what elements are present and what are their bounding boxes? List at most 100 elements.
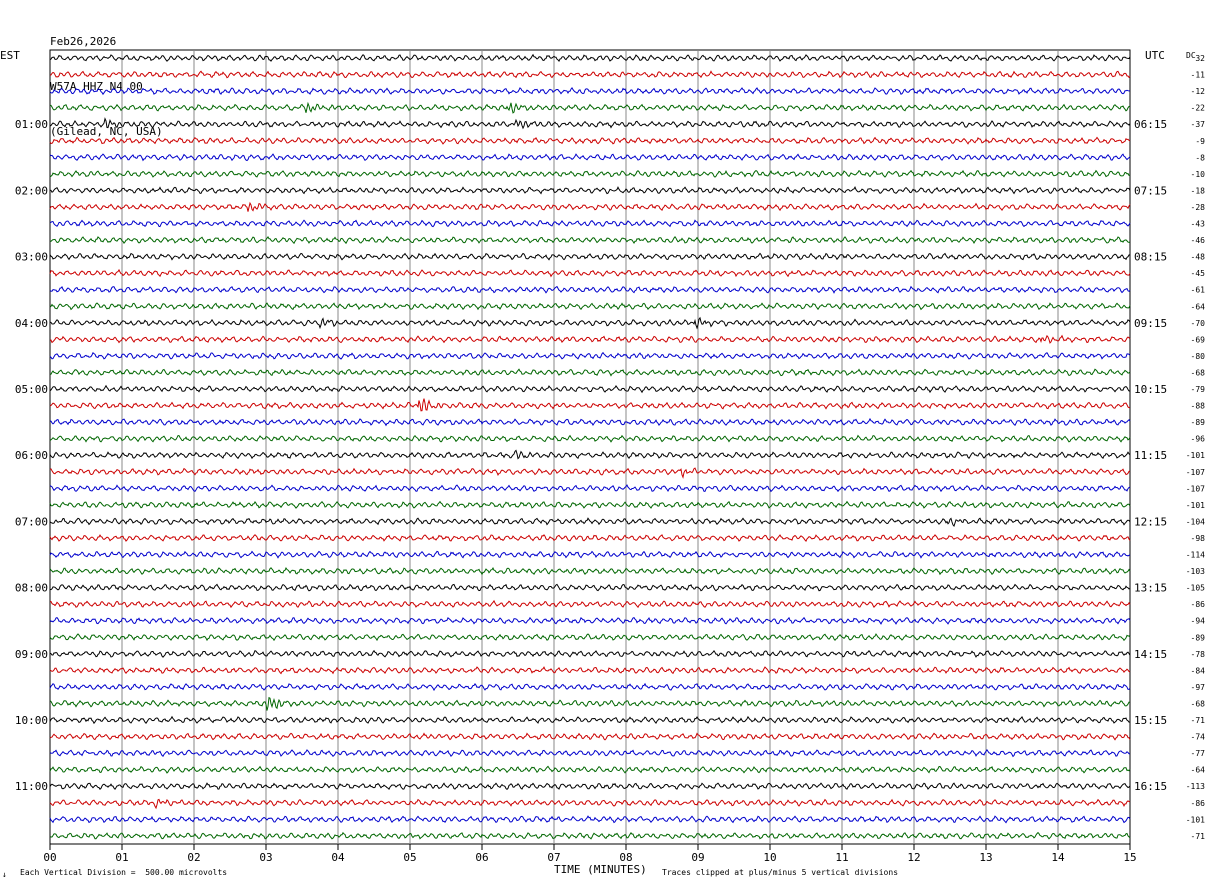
trace-row-30 [49, 550, 1131, 559]
trace-row-23 [49, 434, 1131, 443]
dc-offset-label: -84 [1191, 666, 1206, 675]
dc-offset-label: -101 [1186, 501, 1205, 510]
dc-offset-label: -97 [1191, 683, 1206, 692]
trace-row-16 [49, 316, 1131, 330]
trace-row-6 [49, 153, 1131, 162]
trace-row-1 [49, 70, 1131, 79]
trace-row-20 [49, 384, 1131, 394]
x-tick-label: 02 [187, 851, 200, 864]
trace-row-11 [49, 235, 1131, 245]
est-hour-label: 05:00 [15, 383, 48, 396]
dc-offset-label: -94 [1191, 617, 1206, 626]
utc-hour-label: 06:15 [1134, 118, 1167, 131]
trace-row-3 [49, 101, 1131, 114]
dc-offset-label: -71 [1191, 716, 1206, 725]
utc-hour-label: 10:15 [1134, 383, 1167, 396]
trace-row-22 [49, 417, 1131, 427]
dc-offset-label: -11 [1191, 71, 1206, 80]
dc-offset-label: -28 [1191, 203, 1206, 212]
dc-offset-label: -101 [1186, 451, 1205, 460]
dc-offset-label: -86 [1191, 799, 1206, 808]
x-tick-label: 06 [475, 851, 488, 864]
trace-row-42 [49, 749, 1131, 758]
trace-row-34 [49, 616, 1131, 625]
dc-offset-label: -45 [1191, 269, 1206, 278]
dc-offset-label: -22 [1191, 104, 1206, 113]
dc-offset-label: -10 [1191, 170, 1206, 179]
trace-row-43 [49, 765, 1131, 774]
trace-row-29 [49, 534, 1131, 542]
dc-offset-label: -113 [1186, 782, 1205, 791]
trace-row-18 [49, 351, 1131, 360]
dc-offset-label: 32 [1195, 54, 1205, 63]
footer-arrow-mark: ↓ [2, 870, 7, 879]
trace-row-17 [49, 334, 1131, 344]
dc-offset-label: -70 [1191, 319, 1206, 328]
trace-row-12 [49, 252, 1131, 261]
dc-offset-label: -80 [1191, 352, 1206, 361]
dc-offset-label: -8 [1195, 153, 1205, 162]
x-tick-label: 13 [979, 851, 992, 864]
clipping-note: Traces clipped at plus/minus 5 vertical … [662, 868, 899, 877]
dc-offset-label: -105 [1186, 584, 1205, 593]
trace-row-28 [49, 517, 1131, 527]
dc-offset-label: -68 [1191, 368, 1206, 377]
est-hour-label: 01:00 [15, 118, 48, 131]
plot-frame [49, 49, 1131, 845]
dc-offset-label: -71 [1191, 832, 1206, 841]
trace-row-31 [49, 566, 1131, 576]
trace-row-24 [49, 449, 1131, 460]
dc-column-label: DC [1186, 51, 1196, 60]
left-timezone-label: EST [0, 49, 20, 62]
dc-offset-label: -48 [1191, 253, 1206, 262]
dc-offset-label: -37 [1191, 120, 1206, 129]
trace-row-40 [49, 715, 1131, 725]
trace-row-38 [49, 682, 1131, 692]
x-tick-label: 04 [331, 851, 345, 864]
dc-offset-label: -61 [1191, 286, 1206, 295]
utc-hour-label: 15:15 [1134, 714, 1167, 727]
est-hour-label: 04:00 [15, 317, 48, 330]
x-tick-label: 03 [259, 851, 272, 864]
x-tick-label: 08 [619, 851, 632, 864]
x-axis-title: TIME (MINUTES) [554, 863, 647, 876]
x-tick-label: 11 [835, 851, 848, 864]
trace-row-19 [49, 368, 1131, 377]
trace-row-0 [49, 53, 1131, 63]
x-tick-label: 07 [547, 851, 560, 864]
dc-offset-label: -104 [1186, 517, 1205, 526]
x-tick-label: 10 [763, 851, 776, 864]
trace-row-15 [49, 302, 1131, 311]
trace-row-36 [49, 649, 1131, 658]
utc-hour-label: 08:15 [1134, 251, 1167, 264]
est-hour-label: 09:00 [15, 648, 48, 661]
trace-row-10 [49, 219, 1131, 228]
dc-offset-label: -68 [1191, 699, 1206, 708]
x-tick-label: 05 [403, 851, 416, 864]
trace-row-47 [49, 831, 1131, 840]
x-tick-label: 00 [43, 851, 56, 864]
dc-offset-label: -107 [1186, 468, 1205, 477]
dc-offset-label: -101 [1186, 815, 1205, 824]
est-hour-label: 06:00 [15, 449, 48, 462]
dc-offset-label: -9 [1195, 137, 1205, 146]
dc-offset-label: -77 [1191, 749, 1206, 758]
dc-offset-label: -89 [1191, 418, 1206, 427]
trace-row-39 [49, 696, 1131, 711]
header-location: (Gilead, NC, USA) [50, 125, 163, 138]
plot-header: Feb26,2026 W57A HHZ N4 00 (Gilead, NC, U… [50, 4, 163, 154]
trace-row-7 [49, 169, 1131, 178]
trace-row-41 [49, 732, 1131, 741]
trace-row-21 [49, 398, 1130, 412]
trace-row-32 [49, 583, 1131, 592]
trace-row-4 [49, 117, 1131, 130]
trace-row-5 [49, 136, 1131, 145]
trace-row-25 [49, 467, 1131, 479]
trace-row-45 [49, 798, 1131, 810]
vertical-division-note: Each Vertical Division = 500.00 microvol… [20, 868, 228, 877]
dc-offset-label: -98 [1191, 534, 1206, 543]
dc-offset-label: -86 [1191, 600, 1206, 609]
utc-hour-label: 09:15 [1134, 317, 1167, 330]
dc-offset-label: -96 [1191, 435, 1206, 444]
